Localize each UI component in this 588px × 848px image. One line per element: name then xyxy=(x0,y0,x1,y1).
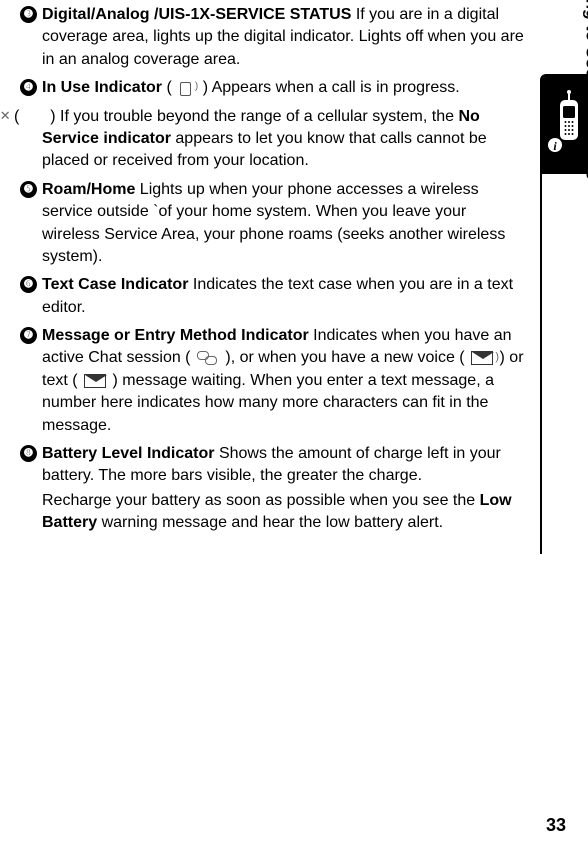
title-message: Message or Entry Method Indicator xyxy=(42,327,309,344)
bullet-6: ➏ xyxy=(20,276,37,293)
phone-icon: i xyxy=(546,90,584,156)
batt-recharge: Recharge your battery as soon as possibl… xyxy=(42,490,528,535)
item-no-service: ( ) If you trouble beyond the range of a… xyxy=(14,106,528,173)
title-textcase: Text Case Indicator xyxy=(42,276,188,293)
text-in-use-before: ( xyxy=(162,79,176,96)
text-envelope-icon xyxy=(84,374,106,388)
bullet-4: ➍ xyxy=(20,79,37,96)
bullet-8: ➑ xyxy=(20,445,37,462)
page-number: 33 xyxy=(546,813,566,838)
chat-icon xyxy=(197,351,219,365)
title-digital-analog: Digital/Analog /UIS-1X-SERVICE STATUS xyxy=(42,6,351,23)
item-textcase: ➏ Text Case Indicator Indicates the text… xyxy=(14,274,528,319)
item-battery: ➑ Battery Level Indicator Shows the amou… xyxy=(14,443,528,535)
no-service-mid: ) If you trouble beyond the range of a c… xyxy=(46,108,459,125)
satellite-icon xyxy=(26,109,44,123)
manual-content: ➌ Digital/Analog /UIS-1X-SERVICE STATUS … xyxy=(0,0,588,535)
batt-t2c: warning message and hear the low battery… xyxy=(97,514,443,531)
batt-t2a: Recharge your battery as soon as possibl… xyxy=(42,492,480,509)
side-label: Learning to Use Your Phone xyxy=(580,0,588,180)
title-in-use: In Use Indicator xyxy=(42,79,162,96)
item-roam: ➎ Roam/Home Lights up when your phone ac… xyxy=(14,179,528,269)
item-message: ➐ Message or Entry Method Indicator Indi… xyxy=(14,325,528,437)
voice-envelope-icon xyxy=(471,351,493,365)
msg-t2: ), or when you have a new voice ( xyxy=(221,349,469,366)
no-service-pre: ( xyxy=(14,108,24,125)
bullet-3: ➌ xyxy=(20,6,37,23)
msg-t4: ) message waiting. When you enter a text… xyxy=(42,372,494,434)
title-battery: Battery Level Indicator xyxy=(42,445,215,462)
item-digital-analog: ➌ Digital/Analog /UIS-1X-SERVICE STATUS … xyxy=(14,4,528,71)
bullet-7: ➐ xyxy=(20,327,37,344)
phone-signal-icon xyxy=(178,81,196,95)
side-line xyxy=(540,174,542,554)
bullet-5: ➎ xyxy=(20,181,37,198)
text-in-use-after: ) Appears when a call is in progress. xyxy=(198,79,459,96)
item-in-use: ➍ In Use Indicator ( ) Appears when a ca… xyxy=(14,77,528,99)
title-roam: Roam/Home xyxy=(42,181,135,198)
